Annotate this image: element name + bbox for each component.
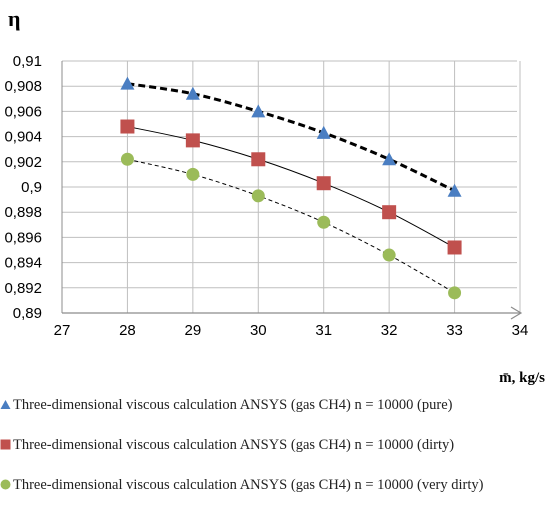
x-tick-label: 28 <box>119 322 136 339</box>
data-point-circle <box>186 167 200 181</box>
y-tick-label: 0,89 <box>13 305 42 322</box>
y-tick-label: 0,9 <box>21 179 42 196</box>
y-tick-label: 0,91 <box>13 53 42 70</box>
y-tick-label: 0,892 <box>4 280 42 297</box>
series-line-0 <box>127 82 456 193</box>
x-tick-label: 29 <box>185 322 202 339</box>
axes <box>61 61 523 320</box>
y-tick-label: 0,904 <box>4 129 42 146</box>
legend: Three-dimensional viscous calculation AN… <box>0 395 552 515</box>
y-tick-label: 0,898 <box>4 204 42 221</box>
square-marker-icon <box>0 439 11 450</box>
trend-lines <box>127 82 456 294</box>
x-tick-label: 32 <box>381 322 398 339</box>
tick-labels: 0,89 0,892 0,894 0,896 0,898 0,9 0,902 0,904 0,9… <box>4 53 528 339</box>
data-point-triangle <box>382 152 397 166</box>
legend-label-dirty: Three-dimensional viscous calculation AN… <box>13 437 455 453</box>
y-tick-label: 0,908 <box>4 78 42 95</box>
data-point-circle <box>120 152 134 166</box>
legend-item-pure: Three-dimensional viscous calculation AN… <box>0 395 552 435</box>
data-point-square <box>185 133 200 148</box>
y-axis-label: η <box>8 6 21 31</box>
x-axis-arrow-icon <box>510 306 523 320</box>
data-point-triangle <box>316 125 331 139</box>
data-markers <box>120 76 462 300</box>
circle-marker-icon <box>0 479 11 490</box>
y-tick-label: 0,906 <box>4 103 42 120</box>
data-point-triangle <box>185 86 200 100</box>
data-point-square <box>316 176 331 191</box>
data-point-square <box>120 119 135 134</box>
data-point-circle <box>317 215 331 229</box>
gridlines <box>62 60 521 313</box>
legend-label-very-dirty: Three-dimensional viscous calculation AN… <box>13 477 484 493</box>
triangle-marker-icon <box>0 400 11 409</box>
legend-item-dirty: Three-dimensional viscous calculation AN… <box>0 435 552 475</box>
data-point-square <box>382 205 397 220</box>
data-point-triangle <box>120 76 135 90</box>
x-tick-label: 33 <box>446 322 463 339</box>
data-point-square <box>251 152 266 167</box>
x-axis-label: m̄, kg/s <box>499 370 545 386</box>
data-point-triangle <box>251 104 266 118</box>
data-point-circle <box>251 189 265 203</box>
data-point-circle <box>382 248 396 262</box>
x-tick-label: 34 <box>512 322 529 339</box>
y-tick-label: 0,902 <box>4 154 42 171</box>
legend-label-pure: Three-dimensional viscous calculation AN… <box>13 397 453 413</box>
data-point-triangle <box>447 183 462 197</box>
x-tick-label: 31 <box>315 322 332 339</box>
data-point-circle <box>448 286 462 300</box>
legend-item-very-dirty: Three-dimensional viscous calculation AN… <box>0 475 552 515</box>
data-point-square <box>447 240 462 255</box>
x-tick-label: 27 <box>54 322 71 339</box>
line-chart: 0,89 0,892 0,894 0,896 0,898 0,9 0,902 0,904 0,9… <box>4 6 545 386</box>
y-tick-label: 0,894 <box>4 255 42 272</box>
y-tick-label: 0,896 <box>4 229 42 246</box>
series-line-2 <box>127 158 455 294</box>
x-tick-label: 30 <box>250 322 267 339</box>
